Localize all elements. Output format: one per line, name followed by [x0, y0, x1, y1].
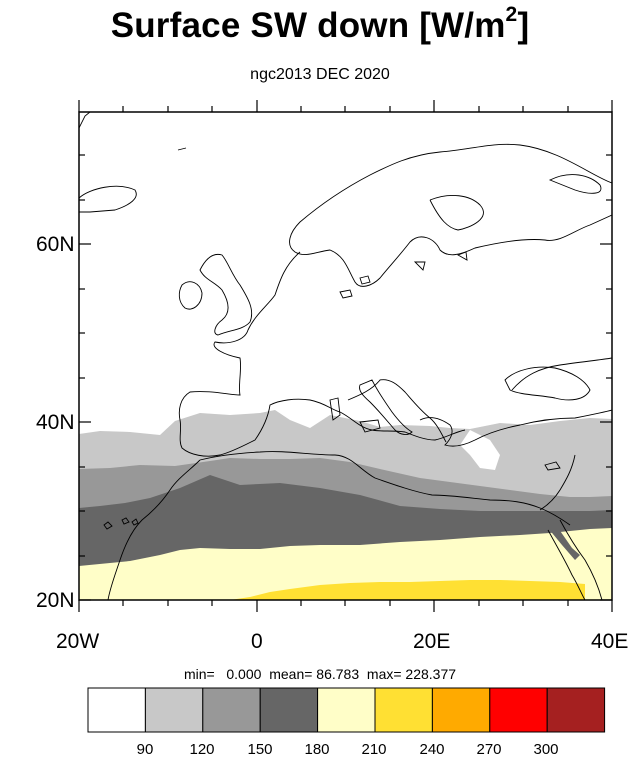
lon-label-20e: 20E [413, 630, 451, 653]
lat-label-60n: 60N [36, 233, 75, 256]
stats-mean-value: 86.783 [316, 666, 360, 682]
stats-min-label: min= [183, 666, 215, 682]
lat-ticks [79, 154, 612, 601]
plot-subtitle: ngc2013 DEC 2020 [250, 66, 390, 83]
red-sea-strip [543, 512, 580, 560]
stats-max-value: 228.377 [405, 666, 457, 682]
plot-title: Surface SW down [W/m2] [0, 3, 640, 46]
lon-label-40e: 40E [591, 630, 629, 653]
colorbar-box-7 [489, 687, 548, 733]
colorbar-box-3 [259, 687, 319, 733]
colorbar-label-270: 270 [476, 741, 502, 758]
colorbar-label-150: 150 [247, 741, 273, 758]
lon-label-20w: 20W [56, 630, 100, 653]
colorbar-label-90: 90 [136, 741, 154, 758]
lat-label-40n: 40N [36, 411, 75, 434]
colorbar-box-4 [317, 687, 376, 733]
band-240-270 [230, 580, 585, 600]
stats-min-value: 0.000 [226, 666, 262, 682]
colorbar-box-1 [144, 687, 204, 733]
map-area [79, 112, 612, 600]
lon-label-0: 0 [251, 630, 263, 653]
colorbar-label-180: 180 [304, 741, 330, 758]
white-patch-east [460, 430, 500, 470]
colorbar-label-240: 240 [419, 741, 445, 758]
colorbar-label-120: 120 [189, 741, 215, 758]
colorbar-box-5 [374, 687, 433, 733]
stats-max-label: max= [366, 666, 402, 682]
colorbar-label-300: 300 [533, 741, 559, 758]
colorbar-box-0 [87, 687, 146, 733]
stats-line: min= 0.000 mean= 86.783 max= 228.377 [0, 666, 640, 682]
stats-mean-label: mean= [269, 666, 313, 682]
lon-ticks [78, 100, 613, 612]
colorbar-box-6 [431, 687, 491, 733]
colorbar-label-210: 210 [361, 741, 387, 758]
title-superscript: 2 [505, 3, 518, 27]
title-bracket: ] [517, 6, 530, 45]
title-text: Surface SW down [W/m [110, 6, 506, 45]
map-frame [78, 100, 613, 612]
colorbar-box-2 [202, 687, 261, 733]
coastlines [79, 112, 612, 600]
colorbar [87, 687, 606, 733]
colorbar-box-8 [546, 687, 606, 733]
lat-label-20n: 20N [36, 589, 75, 612]
